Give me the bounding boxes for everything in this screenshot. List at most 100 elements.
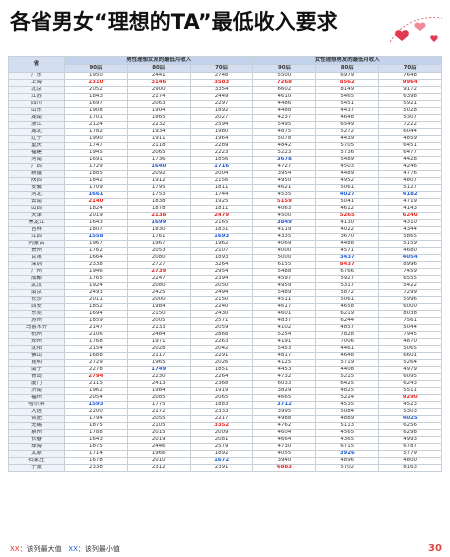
- value-cell: 2493: [64, 289, 128, 297]
- value-cell: 2430: [189, 310, 254, 318]
- value-cell: 4664: [252, 436, 317, 444]
- value-cell: 2140: [64, 198, 128, 206]
- value-cell: 2115: [64, 380, 128, 388]
- value-cell: 8038: [378, 310, 442, 318]
- value-cell: 5422: [378, 282, 442, 290]
- value-cell: 5317: [315, 282, 380, 290]
- table-row: 青岛 2794 2230 2264 4732 5215 6095: [8, 373, 442, 381]
- province-cell: 湖北: [8, 128, 65, 136]
- province-cell: 黑龙江: [8, 219, 65, 227]
- table-row: 江苏 1843 2174 2449 4610 5465 6398: [8, 93, 442, 101]
- value-cell: 5921: [378, 100, 442, 108]
- value-cell: 1856: [189, 156, 254, 164]
- value-cell: 4601: [252, 310, 317, 318]
- value-cell: 1761: [126, 233, 191, 241]
- value-cell: 4807: [378, 177, 442, 185]
- value-cell: 5488: [252, 268, 317, 276]
- value-cell: 5000: [252, 254, 317, 262]
- value-cell: 5511: [378, 387, 442, 395]
- table-row: 福建 1945 2065 2223 5223 5736 6477: [8, 149, 442, 157]
- value-cell: 2278: [64, 366, 128, 374]
- value-cell: 5451: [315, 100, 380, 108]
- value-cell: 4825: [315, 387, 380, 395]
- value-cell: 1701: [64, 114, 128, 122]
- value-cell: 1911: [126, 135, 191, 143]
- value-cell: 1843: [64, 93, 128, 101]
- value-cell: 7828: [315, 331, 380, 339]
- value-cell: 3437: [315, 254, 380, 262]
- value-cell: 2042: [189, 345, 254, 353]
- value-cell: 4952: [315, 177, 380, 185]
- value-cell: 2004: [189, 170, 254, 178]
- value-cell: 4125: [252, 359, 317, 367]
- table-row: 福州 2054 2085 2065 4665 5224 9290: [8, 394, 442, 402]
- value-cell: 2009: [189, 429, 254, 437]
- value-cell: 3829: [252, 387, 317, 395]
- value-cell: 4776: [378, 170, 442, 178]
- province-cell: 大连: [8, 408, 65, 416]
- value-cell: 5303: [378, 408, 442, 416]
- value-cell: 1966: [126, 450, 191, 458]
- value-cell: 2019: [64, 212, 128, 220]
- value-cell: 1688: [64, 352, 128, 360]
- value-cell: 5927: [315, 275, 380, 283]
- value-cell: 1747: [64, 142, 128, 150]
- province-cell: 无锡: [8, 422, 65, 430]
- table-row: 成都 1765 2247 2394 4597 5927 6555: [8, 275, 442, 283]
- value-cell: 5159: [378, 240, 442, 248]
- value-cell: 2748: [189, 72, 254, 80]
- value-cell: 2484: [126, 331, 191, 339]
- value-cell: 8996: [378, 261, 442, 269]
- value-cell: 5702: [315, 464, 380, 472]
- value-cell: 8149: [315, 86, 380, 94]
- value-cell: 4344: [378, 226, 442, 234]
- value-cell: 2310: [64, 79, 128, 87]
- value-cell: 1924: [64, 282, 128, 290]
- province-cell: 河南: [8, 156, 65, 164]
- table-row: 陕西 1842 1912 2156 4950 4952 4807: [8, 177, 442, 185]
- value-cell: 4237: [252, 114, 317, 122]
- table-row: 无锡 1875 2105 3352 4762 5113 6256: [8, 422, 442, 430]
- value-cell: 4437: [315, 107, 380, 115]
- value-cell: 1934: [126, 128, 191, 136]
- table-row: 河北 1661 1753 1744 4535 4027 4182: [8, 191, 442, 199]
- table-row: 深圳 2338 2727 3264 6155 8437 8996: [8, 261, 442, 269]
- value-cell: 2217: [189, 415, 254, 423]
- value-cell: 5127: [378, 184, 442, 192]
- value-cell: 6555: [378, 275, 442, 283]
- value-cell: 4604: [252, 429, 317, 437]
- province-cell: 合肥: [8, 415, 65, 423]
- value-cell: 4837: [252, 317, 317, 325]
- province-cell: 安徽: [8, 184, 65, 192]
- value-cell: 6243: [378, 380, 442, 388]
- value-cell: 2594: [189, 121, 254, 129]
- value-cell: 5779: [378, 450, 442, 458]
- value-cell: 6601: [378, 352, 442, 360]
- province-cell: 深圳: [8, 261, 65, 269]
- value-cell: 7648: [378, 72, 442, 80]
- province-cell: 福建: [8, 149, 65, 157]
- value-cell: 4055: [252, 450, 317, 458]
- generation-header: 70后: [189, 64, 254, 73]
- value-cell: 1919: [189, 387, 254, 395]
- value-cell: 2054: [64, 394, 128, 402]
- value-cell: 2247: [126, 275, 191, 283]
- value-cell: 2739: [126, 268, 191, 276]
- province-cell: 陕西: [8, 177, 65, 185]
- table-row: 大连 2200 2172 2333 3995 5084 5303: [8, 408, 442, 416]
- value-cell: 1640: [126, 163, 191, 171]
- value-cell: 6044: [378, 128, 442, 136]
- value-cell: 4730: [252, 443, 317, 451]
- value-cell: 1807: [64, 226, 128, 234]
- value-cell: 8562: [315, 79, 380, 87]
- value-cell: 4719: [378, 198, 442, 206]
- value-cell: 4859: [378, 135, 442, 143]
- value-cell: 1842: [64, 177, 128, 185]
- value-cell: 6979: [315, 72, 380, 80]
- value-cell: 2900: [126, 86, 191, 94]
- province-cell: 广州: [8, 268, 65, 276]
- value-cell: 2011: [64, 296, 128, 304]
- value-cell: 4658: [315, 303, 380, 311]
- value-cell: 5465: [315, 93, 380, 101]
- value-cell: 1729: [64, 163, 128, 171]
